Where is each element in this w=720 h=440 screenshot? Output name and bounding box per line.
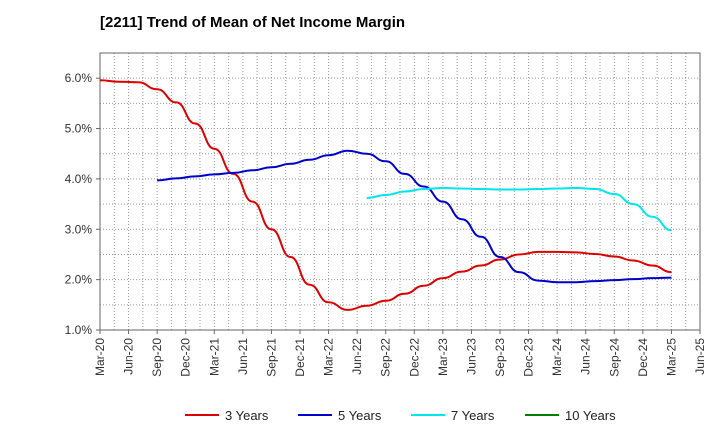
x-tick-label: Sep-20 — [150, 338, 164, 377]
x-tick-label: Mar-24 — [550, 338, 564, 376]
series-line — [157, 149, 672, 284]
x-tick-label: Sep-22 — [379, 338, 393, 377]
series-line — [366, 187, 672, 232]
x-tick-label: Sep-24 — [607, 338, 621, 377]
chart-title: [2211] Trend of Mean of Net Income Margi… — [100, 14, 406, 31]
x-tick-label: Jun-25 — [693, 338, 707, 375]
x-tick-label: Mar-21 — [207, 338, 221, 376]
x-tick-label: Dec-22 — [407, 338, 421, 377]
legend-label: 7 Years — [451, 408, 495, 423]
y-tick-label: 3.0% — [65, 222, 93, 236]
y-tick-label: 5.0% — [65, 122, 93, 136]
x-tick-label: Sep-21 — [264, 338, 278, 377]
x-tick-label: Jun-24 — [579, 338, 593, 375]
x-tick-label: Mar-20 — [93, 338, 107, 376]
legend-label: 5 Years — [338, 408, 382, 423]
x-tick-label: Jun-22 — [350, 338, 364, 375]
x-tick-label: Dec-23 — [522, 338, 536, 377]
x-tick-label: Mar-23 — [436, 338, 450, 376]
x-tick-label: Dec-20 — [179, 338, 193, 377]
x-tick-label: Mar-22 — [322, 338, 336, 376]
y-tick-label: 6.0% — [65, 71, 93, 85]
x-tick-label: Sep-23 — [493, 338, 507, 377]
series-line — [99, 79, 672, 311]
x-tick-label: Mar-25 — [664, 338, 678, 376]
y-tick-label: 2.0% — [65, 273, 93, 287]
legend-label: 10 Years — [565, 408, 616, 423]
y-tick-label: 4.0% — [65, 172, 93, 186]
x-tick-label: Dec-21 — [293, 338, 307, 377]
y-tick-label: 1.0% — [65, 323, 93, 337]
plot-frame — [99, 52, 701, 331]
legend-label: 3 Years — [225, 408, 269, 423]
x-tick-label: Dec-24 — [636, 338, 650, 377]
x-tick-label: Jun-21 — [236, 338, 250, 375]
x-tick-label: Jun-23 — [464, 338, 478, 375]
x-tick-label: Jun-20 — [122, 338, 136, 375]
